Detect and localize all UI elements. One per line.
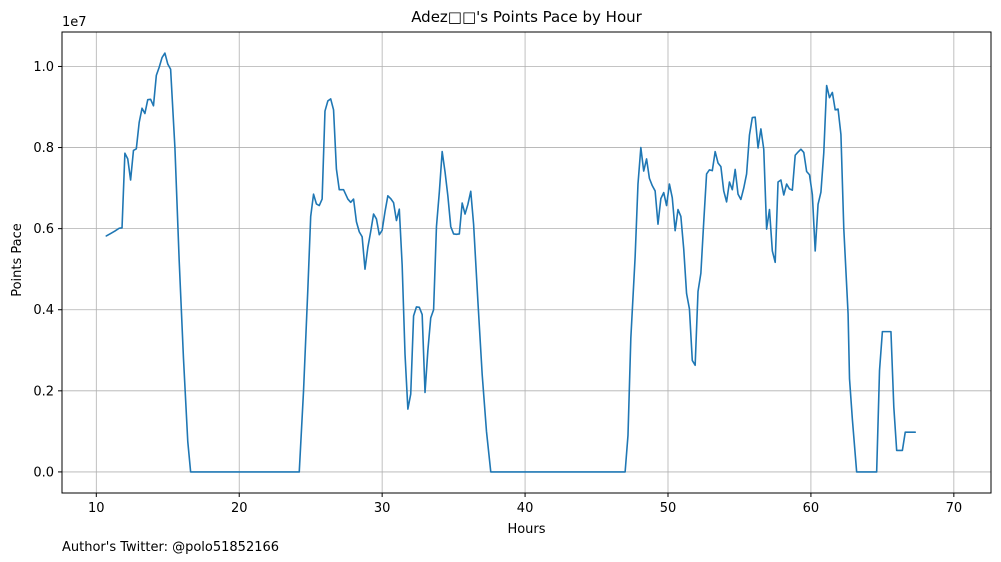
y-tick-label: 0.8	[33, 141, 54, 156]
series-layer	[105, 52, 917, 473]
ticks: 10 20 30 40 50 60 70 0.0 0.2 0.4 0.6 0.8 1.0	[33, 60, 962, 516]
x-tick-label: 30	[374, 501, 391, 516]
author-credit: Author's Twitter: @polo51852166	[62, 540, 279, 555]
y-tick-label: 0.4	[33, 303, 54, 318]
y-tick-label: 0.2	[33, 384, 54, 399]
x-axis-title: Hours	[507, 522, 545, 537]
x-tick-label: 50	[660, 501, 677, 516]
x-tick-label: 60	[803, 501, 820, 516]
series-line	[105, 52, 917, 473]
plot-frame	[61, 31, 992, 494]
x-tick-label: 70	[946, 501, 963, 516]
y-axis-title: Points Pace	[10, 223, 25, 297]
x-tick-label: 20	[231, 501, 248, 516]
y-tick-label: 0.0	[33, 465, 54, 480]
y-tick-label: 0.6	[33, 222, 54, 237]
y-tick-label: 1.0	[33, 60, 54, 75]
chart-title: Adez□□'s Points Pace by Hour	[411, 8, 642, 26]
x-tick-label: 40	[517, 501, 534, 516]
grid	[62, 32, 991, 493]
y-offset-label: 1e7	[62, 15, 87, 30]
x-tick-label: 10	[88, 501, 105, 516]
